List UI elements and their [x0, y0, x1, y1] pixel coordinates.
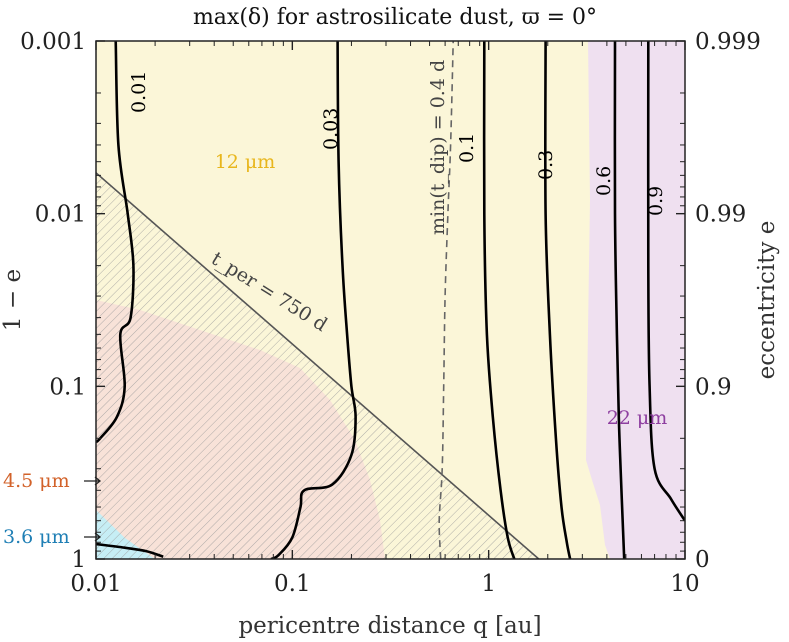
plot-frame [95, 40, 686, 560]
y-tick-label-left: 0.001 [20, 29, 86, 55]
region-label-12um: 12 μm [215, 151, 276, 173]
tick-labels: 0.01 0.1 1 10 0.001 0.01 0.1 1 0.999 0.99 0.9 0 [20, 29, 761, 597]
arrow-4-5um-icon [84, 476, 102, 486]
axis-ticks [95, 40, 686, 560]
tdip-label: min(t_dip) = 0.4 d [427, 60, 449, 235]
region-label-3-6um: 3.6 μm [3, 526, 70, 548]
region-label-4-5um: 4.5 μm [3, 470, 70, 492]
contour-label-0-3: 0.3 [535, 150, 557, 180]
arrow-3-6um-icon [84, 532, 102, 542]
y-tick-label-right: 0 [695, 547, 710, 573]
y-axis-title-right: eccentricity e [754, 221, 780, 380]
contour-line-0-03 [270, 41, 357, 559]
y-tick-label-left: 1 [71, 547, 86, 573]
contour-line-0-9 [646, 41, 685, 522]
y-tick-label-right: 0.999 [695, 29, 761, 55]
plot-area [96, 41, 685, 559]
tdip-dashed-curve [438, 41, 454, 559]
contour-line-0-01 [96, 542, 164, 558]
contour-label-0-6: 0.6 [593, 166, 615, 196]
region-22um [586, 41, 685, 559]
y-tick-label-right: 0.9 [695, 374, 732, 400]
contour-label-0-1: 0.1 [456, 133, 478, 163]
contour-line-0-6 [613, 41, 626, 559]
contour-label-0-03: 0.03 [320, 108, 342, 150]
contour-label-0-01: 0.01 [128, 71, 150, 113]
y-axis-title-left: 1 − e [0, 269, 26, 331]
y-tick-label-left: 0.1 [49, 374, 86, 400]
x-tick-label: 1 [481, 571, 496, 597]
x-tick-label: 0.01 [70, 571, 121, 597]
x-tick-label: 10 [670, 571, 699, 597]
x-tick-label: 0.1 [274, 571, 311, 597]
y-tick-label-right: 0.99 [695, 202, 746, 228]
contour-line-0-1 [482, 41, 516, 559]
contour-lines [96, 41, 685, 559]
contour-label-0-9: 0.9 [645, 186, 667, 216]
tper-line [96, 172, 540, 559]
x-axis-title: pericentre distance q [au] [238, 613, 541, 639]
region-label-22um: 22 μm [607, 407, 668, 429]
y-tick-label-left: 0.01 [35, 202, 86, 228]
chart-title: max(δ) for astrosilicate dust, ϖ = 0° [193, 5, 597, 30]
contour-line-0-3 [543, 41, 572, 559]
contour-line-0-01 [96, 41, 135, 444]
